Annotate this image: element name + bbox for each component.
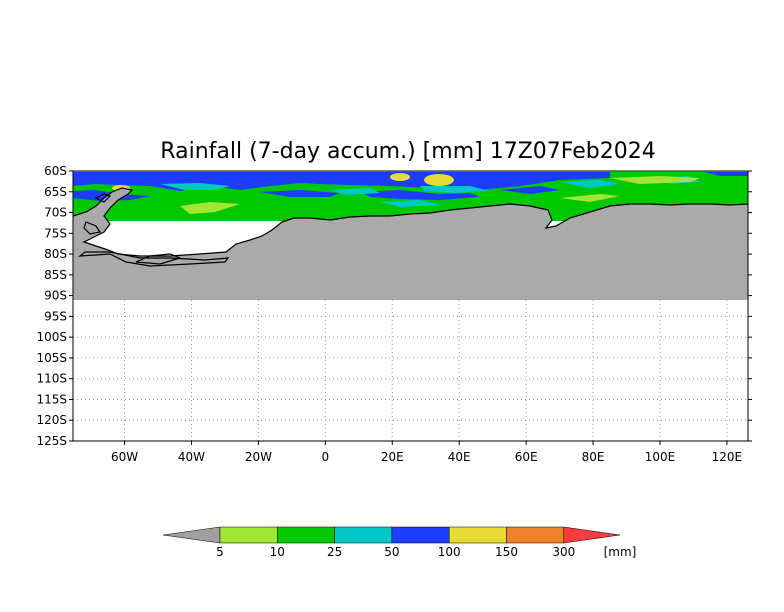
- colorbar-below-triangle: [162, 526, 221, 544]
- x-tick-label: 120E: [712, 450, 743, 464]
- colorbar-segment: [277, 526, 335, 544]
- y-tick-label: 70S: [44, 206, 67, 220]
- rainfall-heavy-area: [73, 171, 748, 201]
- y-tick-label: 110S: [36, 372, 67, 386]
- y-tick-label: 125S: [36, 434, 67, 448]
- antarctica-land: [73, 188, 748, 300]
- y-tick-label: 80S: [44, 247, 67, 261]
- colorbar-segment: [506, 526, 565, 544]
- grid-lines: [73, 300, 748, 441]
- colorbar-label: 25: [327, 545, 342, 559]
- y-tick-label: 65S: [44, 185, 67, 199]
- x-tick-label: 20E: [381, 450, 404, 464]
- colorbar-label: 100: [438, 545, 461, 559]
- colorbar-label: 150: [495, 545, 518, 559]
- colorbar-segment: [448, 526, 507, 544]
- rainfall-light-area: [73, 171, 748, 214]
- colorbar-label: 5: [216, 545, 224, 559]
- y-tick-label: 105S: [36, 351, 67, 365]
- colorbar-label: 10: [270, 545, 285, 559]
- x-tick-label: 40E: [448, 450, 471, 464]
- x-tick-label: 60E: [515, 450, 538, 464]
- coastline: [73, 187, 748, 267]
- x-tick-label: 0: [322, 450, 330, 464]
- colorbar-unit: [mm]: [604, 545, 637, 559]
- x-tick-label: 60W: [111, 450, 138, 464]
- y-tick-label: 95S: [44, 309, 67, 323]
- x-tick-label: 80E: [582, 450, 605, 464]
- map-frame: [72, 170, 749, 442]
- y-tick-label: 75S: [44, 226, 67, 240]
- y-tick-label: 115S: [36, 392, 67, 406]
- colorbar-segment: [334, 526, 393, 544]
- colorbar-above-triangle: [563, 526, 621, 544]
- y-tick-label: 85S: [44, 268, 67, 282]
- x-tick-label: 40W: [178, 450, 205, 464]
- y-tick-label: 100S: [36, 330, 67, 344]
- colorbar-segment: [391, 526, 450, 544]
- x-tick-label: 20W: [245, 450, 272, 464]
- colorbar-legend: 5 10 25 50 100 150 300 [mm]: [162, 526, 637, 559]
- x-tick-label: 100E: [645, 450, 676, 464]
- y-tick-label: 120S: [36, 413, 67, 427]
- y-tick-label: 60S: [44, 164, 67, 178]
- map-title: Rainfall (7-day accum.) [mm] 17Z07Feb202…: [160, 139, 655, 164]
- colorbar-segment: [219, 526, 278, 544]
- colorbar-label: 300: [552, 545, 575, 559]
- map-plot-area: [73, 171, 748, 441]
- colorbar-label: 50: [384, 545, 399, 559]
- y-tick-label: 90S: [44, 289, 67, 303]
- axes: 60S 65S 70S 75S 80S 85S 90S 95S 100S 105S 110S 115S…: [36, 164, 752, 464]
